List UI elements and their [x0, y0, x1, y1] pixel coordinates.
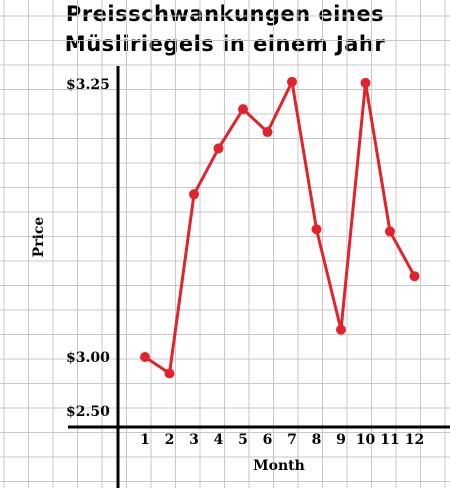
- x-tick-label: 9: [336, 432, 346, 448]
- data-point: [311, 224, 322, 235]
- x-axis-label: Month: [253, 458, 305, 474]
- data-point: [140, 352, 150, 362]
- data-point: [189, 189, 199, 200]
- data-point: [213, 143, 224, 154]
- x-tick-label: 4: [214, 432, 224, 448]
- y-tick-label-3-00: $3.00: [66, 350, 110, 366]
- x-tick-label: 5: [238, 432, 248, 448]
- x-tick-labels: 1 2 3 4 5 6 7 8 9 10 11 12: [140, 432, 424, 448]
- y-tick-label-3-25: $3.25: [66, 77, 110, 93]
- x-tick-label: 6: [263, 432, 273, 448]
- x-tick-label: 1: [140, 432, 150, 448]
- x-tick-label: 8: [312, 432, 322, 448]
- x-tick-label: 12: [405, 432, 424, 448]
- data-point: [336, 324, 346, 335]
- data-point: [385, 226, 395, 237]
- series-line: [144, 80, 416, 375]
- data-point: [238, 104, 248, 115]
- data-point: [262, 127, 273, 138]
- y-axis-label: Price: [31, 217, 47, 258]
- y-tick-labels: $3.25 $3.00 $2.50: [66, 77, 110, 420]
- x-tick-label: 2: [165, 432, 175, 448]
- data-point: [164, 368, 175, 379]
- x-tick-label: 3: [189, 432, 199, 448]
- x-tick-label: 11: [380, 432, 399, 448]
- data-point: [287, 76, 297, 87]
- price-series: [140, 76, 420, 379]
- x-tick-label: 10: [356, 432, 376, 448]
- axes: [68, 66, 450, 488]
- data-point: [409, 271, 420, 282]
- x-tick-label: 7: [287, 432, 297, 448]
- data-point: [360, 77, 371, 88]
- y-tick-label-2-50: $2.50: [66, 404, 110, 420]
